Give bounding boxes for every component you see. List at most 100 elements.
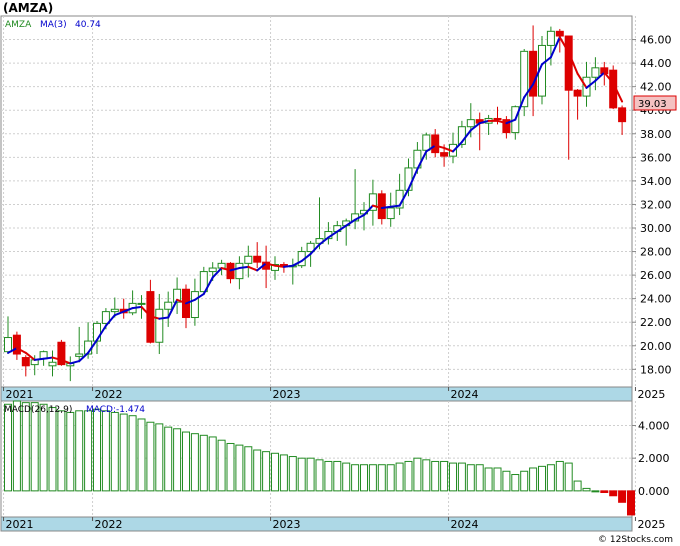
candle-body: [529, 50, 538, 97]
ma-segment: [558, 36, 570, 54]
ma-segment: [256, 262, 268, 272]
ma-segment: [265, 262, 276, 267]
candle-body: [306, 242, 315, 253]
candle-body: [502, 119, 511, 134]
ma-segment: [469, 122, 481, 132]
candle-body: [137, 302, 146, 305]
macd-bar: [199, 434, 208, 492]
ma-segment: [398, 188, 410, 207]
ma-segment: [51, 356, 63, 361]
ma-segment: [149, 315, 161, 320]
candle-body: [546, 30, 555, 46]
candle-body: [368, 193, 377, 211]
macd-bar: [395, 462, 404, 492]
ma-segment: [42, 356, 54, 360]
macd-bar: [101, 410, 110, 492]
candle-body: [244, 255, 253, 264]
ma-segment: [247, 265, 259, 272]
macd-bar: [440, 460, 449, 492]
ma-segment: [594, 71, 606, 82]
price-tick-label: 32.00: [640, 198, 672, 211]
candle-body: [110, 308, 119, 313]
ma-segment: [327, 230, 339, 239]
candle-body: [235, 262, 244, 280]
ma-segment: [140, 305, 152, 318]
macd-bar: [75, 410, 84, 492]
x-tick-label: 2023: [273, 388, 301, 401]
macd-bar: [600, 490, 609, 493]
macd-bar: [93, 408, 101, 492]
ma-segment: [78, 351, 90, 363]
macd-bar: [271, 452, 279, 492]
price-tick-label: 18.00: [640, 363, 672, 376]
ma-segment: [452, 141, 463, 153]
candle-body: [440, 152, 449, 157]
ma-segment: [24, 351, 36, 361]
candle-body: [190, 291, 199, 319]
price-tick-label: 22.00: [640, 316, 672, 329]
macd-bar: [520, 470, 529, 492]
x-tick-label: 2021: [6, 518, 34, 531]
candle-body: [75, 353, 84, 357]
macd-tick-label: 2.000: [638, 452, 670, 465]
price-tick-label: 34.00: [640, 175, 672, 188]
ma-segment: [532, 63, 543, 86]
macd-bar: [137, 418, 146, 492]
macd-bar: [208, 436, 217, 492]
price-tick-label: 28.00: [640, 246, 672, 259]
ma-segment: [185, 298, 196, 305]
ma-segment: [309, 243, 321, 255]
ma-segment: [603, 71, 615, 85]
ma-segment: [514, 96, 526, 121]
ma-segment: [104, 314, 116, 327]
candle-body: [48, 361, 57, 367]
ma-segment: [15, 347, 27, 354]
macd-bar: [57, 410, 66, 492]
candle-body: [386, 207, 395, 220]
last-price-label: 39.03: [638, 99, 667, 110]
macd-bar: [315, 459, 324, 492]
price-tick-label: 24.00: [640, 293, 672, 306]
x-tick-label: 2021: [6, 388, 34, 401]
ma-segment: [443, 146, 454, 153]
macd-bar: [21, 402, 30, 492]
macd-legend-value: MACD:-1.474: [86, 405, 145, 415]
price-tick-label: 44.00: [640, 57, 672, 70]
macd-bar: [431, 460, 440, 492]
candle-body: [422, 134, 431, 151]
x-tick-label: 2024: [451, 388, 479, 401]
candle-body: [155, 308, 164, 343]
macd-bar: [484, 467, 493, 492]
price-tick-label: 38.00: [640, 128, 672, 141]
macd-bar: [466, 464, 475, 492]
macd-bar: [39, 403, 48, 492]
macd-bar: [110, 411, 119, 492]
macd-bar: [128, 415, 137, 492]
price-tick-label: 30.00: [640, 222, 672, 235]
macd-bar: [48, 407, 57, 492]
macd-bar: [84, 410, 93, 492]
macd-bar: [377, 464, 386, 492]
legend-ma-label: MA(3): [40, 20, 67, 30]
price-tick-label: 36.00: [640, 151, 672, 164]
candle-body: [101, 311, 110, 324]
ma-segment: [131, 305, 143, 310]
ma-segment: [612, 82, 624, 103]
candle-body: [591, 67, 600, 78]
ma-segment: [202, 276, 214, 295]
ma-segment: [229, 267, 241, 272]
ma-segment: [549, 36, 561, 59]
macd-bar: [190, 433, 199, 492]
candle-body: [57, 341, 66, 366]
ma-segment: [167, 298, 179, 319]
ma-segment: [176, 298, 187, 305]
ma-segment: [7, 347, 18, 354]
macd-bar: [12, 400, 21, 492]
last-price-box: [633, 95, 677, 111]
x-tick-label: 2025: [637, 388, 665, 401]
ma-segment: [460, 129, 472, 144]
x-tick-label: 2025: [637, 518, 665, 531]
macd-bar: [119, 413, 128, 492]
macd-bar: [173, 428, 182, 492]
ma-segment: [274, 264, 285, 268]
